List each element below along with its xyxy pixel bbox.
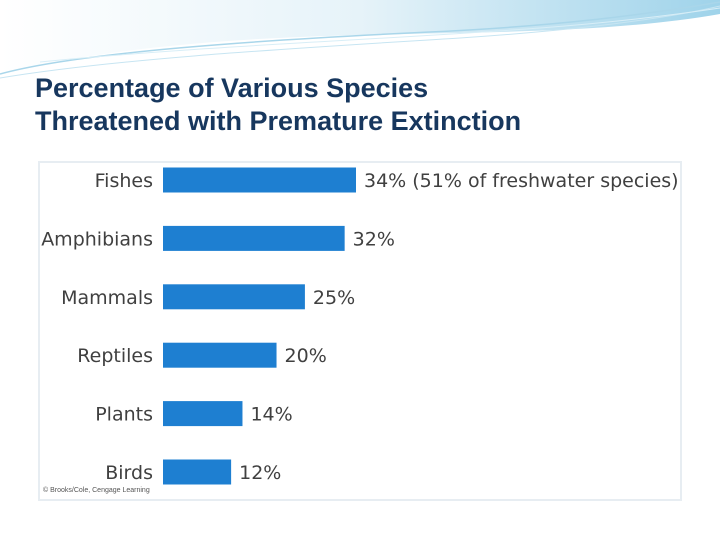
category-label: Reptiles bbox=[77, 345, 153, 367]
category-label: Amphibians bbox=[41, 228, 153, 250]
slide-title-line: Percentage of Various Species bbox=[35, 73, 429, 103]
bar bbox=[163, 401, 243, 427]
bar bbox=[163, 225, 345, 251]
value-label: 32% bbox=[353, 228, 395, 250]
header-swoosh bbox=[0, 0, 720, 76]
header-swoosh-line bbox=[39, 7, 720, 63]
bar bbox=[163, 167, 356, 193]
category-label: Plants bbox=[95, 404, 153, 426]
copyright-credit: © Brooks/Cole, Cengage Learning bbox=[43, 487, 150, 494]
value-label: 34% (51% of freshwater species) bbox=[364, 170, 679, 192]
value-label: 25% bbox=[313, 287, 355, 309]
bar-chart: Fishes 34% (51% of freshwater species) Amp… bbox=[41, 167, 679, 485]
slide-title-line: Threatened with Premature Extinction bbox=[35, 106, 522, 136]
value-label: 20% bbox=[285, 345, 327, 367]
bar bbox=[163, 342, 277, 368]
slide-title: Percentage of Various Species Threatened… bbox=[35, 72, 695, 138]
value-label: 14% bbox=[250, 404, 292, 426]
value-label: 12% bbox=[239, 462, 281, 484]
bar bbox=[163, 284, 305, 310]
header-swoosh-line bbox=[0, 5, 720, 79]
chart-panel: Fishes 34% (51% of freshwater species) Amp… bbox=[40, 163, 680, 499]
category-label: Mammals bbox=[61, 287, 153, 309]
bar bbox=[163, 459, 232, 485]
category-label: Fishes bbox=[95, 170, 153, 192]
category-label: Birds bbox=[105, 462, 153, 484]
